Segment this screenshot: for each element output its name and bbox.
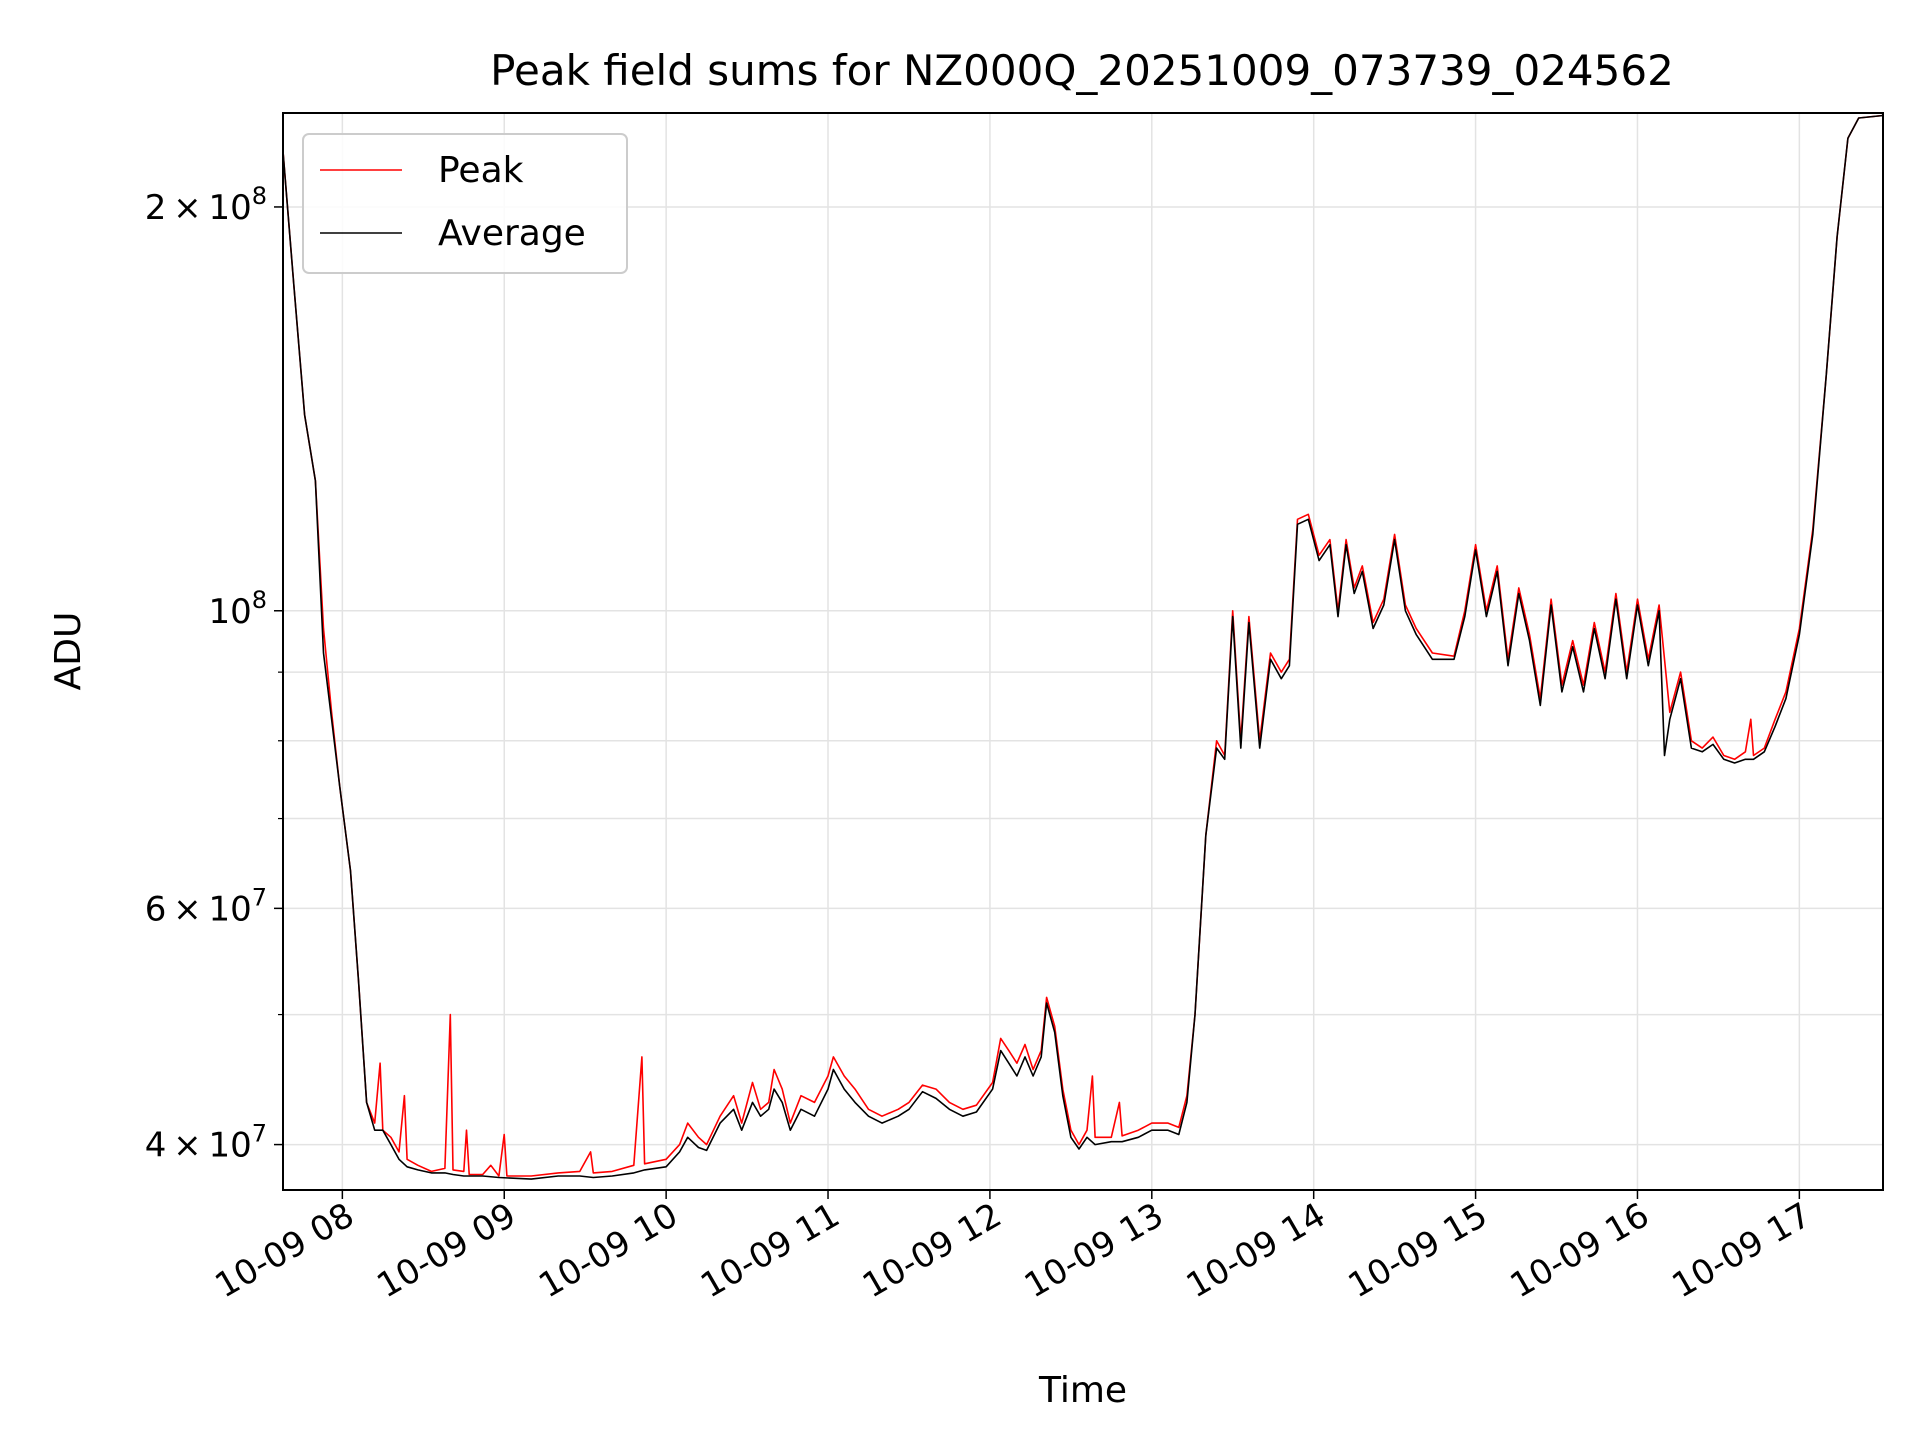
legend-label-average: Average — [438, 213, 586, 254]
y-axis-title: ADU — [48, 612, 89, 691]
chart-title: Peak field sums for NZ000Q_20251009_0737… — [490, 46, 1674, 95]
series-line-peak — [282, 114, 1884, 1177]
y-tick-label: 108 — [208, 586, 267, 632]
grid — [283, 113, 1883, 1190]
y-axis: 4 × 107 6 × 107 108 2 × 108 — [145, 182, 283, 1166]
legend: Peak Average — [302, 133, 628, 274]
y-tick-label: 4 × 107 — [145, 1120, 267, 1166]
x-axis-title: Time — [1038, 1370, 1127, 1411]
plot-frame — [282, 112, 1884, 1191]
series-layer — [282, 114, 1884, 1180]
y-tick-label: 2 × 108 — [145, 182, 267, 228]
legend-label-peak: Peak — [438, 150, 524, 191]
legend-box — [302, 133, 628, 274]
y-tick-label: 6 × 107 — [145, 883, 267, 929]
series-line-average — [282, 114, 1884, 1180]
